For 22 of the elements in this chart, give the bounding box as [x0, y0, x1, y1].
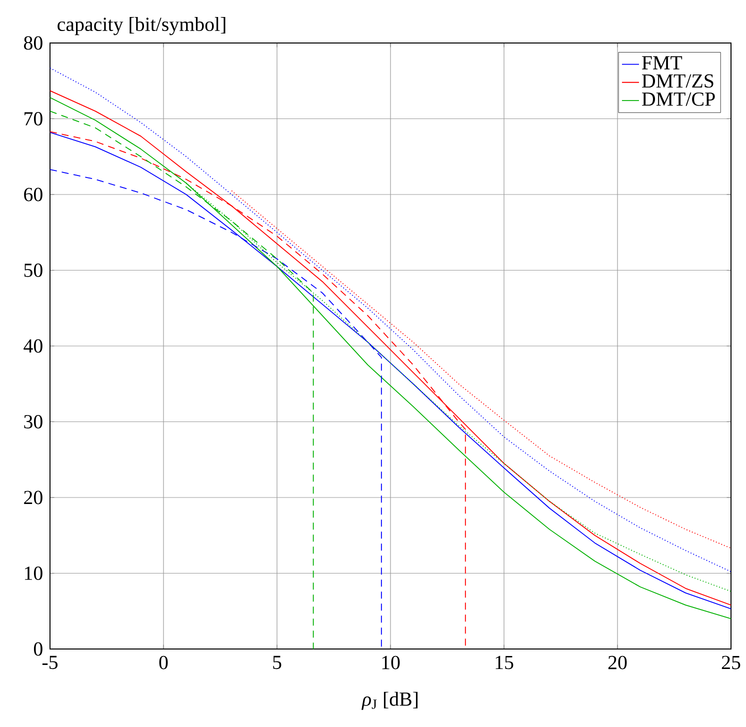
y-tick-label: 20: [24, 490, 42, 504]
x-tick-label: 5: [273, 656, 282, 670]
x-tick-label: 10: [382, 656, 400, 670]
y-axis-title: capacity [bit/symbol]: [58, 17, 226, 36]
x-axis-title: ρ$_{J}$ [dB]: [362, 692, 418, 710]
x-tick-label: -5: [42, 656, 58, 670]
legend-label: DMT/CP: [642, 92, 715, 106]
y-tick-label: 30: [24, 415, 42, 428]
legend-label: FMT: [642, 56, 682, 70]
y-tick-label: 40: [24, 339, 42, 353]
y-tick-label: 60: [24, 188, 42, 202]
line-series: [231, 190, 732, 549]
x-tick-label: 20: [608, 656, 627, 670]
x-tick-label: 25: [722, 656, 740, 670]
y-tick-label: 10: [24, 566, 42, 580]
x-tick-label: 15: [496, 656, 514, 670]
legend-label: DMT/ZS: [642, 74, 714, 88]
y-tick-label: 0: [34, 642, 42, 656]
y-tick-label: 70: [24, 112, 42, 126]
x-tick-label: 0: [159, 656, 168, 670]
y-tick-label: 50: [24, 264, 42, 277]
y-tick-label: 80: [24, 36, 42, 50]
